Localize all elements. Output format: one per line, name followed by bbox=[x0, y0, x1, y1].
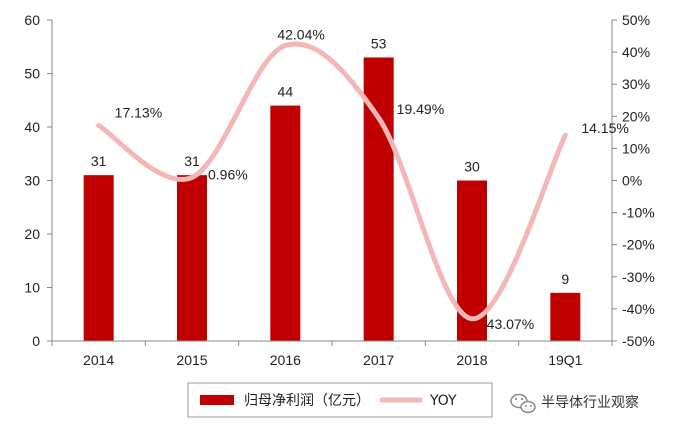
y-right-tick-label: -40% bbox=[622, 301, 655, 317]
y-right-tick-label: -50% bbox=[622, 333, 655, 349]
x-tick-label: 2014 bbox=[83, 352, 114, 368]
yoy-value-label: 14.15% bbox=[581, 120, 628, 136]
bar-19Q1 bbox=[550, 292, 581, 341]
axes: 0 10 20 30 40 50 60 -50% -40% -30% -20% -10% 0% 10% 20… bbox=[24, 12, 654, 368]
yoy-value-label: 19.49% bbox=[397, 101, 444, 117]
bar-value-label: 44 bbox=[278, 84, 294, 100]
y-right-tick-label: 10% bbox=[622, 140, 650, 156]
bar-2014 bbox=[83, 175, 114, 341]
y-right-tick-label: -20% bbox=[622, 237, 655, 253]
y-right-tick-label: 40% bbox=[622, 44, 650, 60]
wechat-icon bbox=[510, 393, 536, 414]
x-tick-label: 2016 bbox=[270, 352, 301, 368]
watermark: 半导体行业观察 bbox=[510, 393, 639, 414]
bar-series bbox=[83, 57, 581, 341]
yoy-line bbox=[96, 41, 568, 322]
y-left-tick-label: 30 bbox=[24, 173, 40, 189]
bar-2015 bbox=[177, 175, 207, 341]
y-left-tick-label: 40 bbox=[24, 119, 40, 135]
y-right-tick-label: 30% bbox=[622, 76, 650, 92]
bar-value-label: 31 bbox=[91, 153, 107, 169]
legend: 归母净利润（亿元） YOY bbox=[187, 382, 493, 418]
x-tick-label: 2015 bbox=[176, 352, 207, 368]
legend-label-bar: 归母净利润（亿元） bbox=[244, 392, 370, 409]
x-tick-label: 2017 bbox=[363, 352, 394, 368]
y-right-tick-label: 0% bbox=[622, 173, 642, 189]
y-left-tick-label: 0 bbox=[32, 333, 40, 349]
y-left-tick-label: 60 bbox=[24, 12, 40, 28]
legend-box bbox=[187, 382, 493, 418]
y-left-tick-label: 50 bbox=[24, 66, 40, 82]
yoy-value-label: 17.13% bbox=[115, 105, 162, 121]
legend-swatch-bar bbox=[200, 395, 234, 405]
y-left-tick-label: 10 bbox=[24, 280, 40, 296]
y-right-tick-label: 50% bbox=[622, 12, 650, 28]
yoy-value-label: 42.04% bbox=[277, 27, 324, 43]
bar-2016 bbox=[270, 105, 301, 341]
bar-value-label: 31 bbox=[184, 153, 200, 169]
yoy-value-label: 0.96% bbox=[208, 166, 248, 182]
y-right-tick-label: -10% bbox=[622, 205, 655, 221]
bar-value-label: 53 bbox=[371, 35, 387, 51]
y-right-tick-label: 20% bbox=[622, 108, 650, 124]
x-tick-label: 2018 bbox=[456, 352, 487, 368]
yoy-value-label: -43.07% bbox=[482, 316, 534, 332]
x-tick-label: 19Q1 bbox=[548, 352, 582, 368]
data-labels: 31 31 44 53 30 9 17.13% 0.96% 42.04% 19.49% -43.07… bbox=[91, 27, 629, 332]
y-left-tick-label: 20 bbox=[24, 226, 40, 242]
bar-value-label: 30 bbox=[464, 159, 480, 175]
y-right-tick-label: -30% bbox=[622, 269, 655, 285]
watermark-text: 半导体行业观察 bbox=[541, 394, 639, 411]
bar-value-label: 9 bbox=[561, 271, 569, 287]
legend-label-line: YOY bbox=[429, 393, 457, 409]
